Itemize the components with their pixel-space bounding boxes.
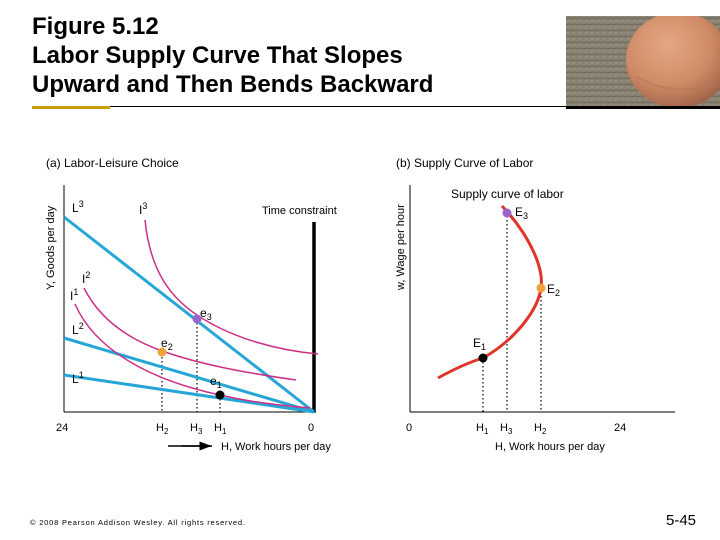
- panel-a-labor-leisure-choice: (a) Labor-Leisure Choice Y, Goods per da…: [45, 156, 337, 453]
- label-e1: e1: [210, 374, 222, 390]
- panel-b-title: (b) Supply Curve of Labor: [396, 156, 533, 170]
- point-big-e2: [536, 283, 546, 293]
- panel-a-tick-h2-sub: 2: [164, 427, 169, 436]
- panel-b-tick-h2: H2: [534, 422, 547, 436]
- panel-a-y-axis-label: Y, Goods per day: [45, 205, 57, 290]
- panel-a-tick-h3: H3: [190, 422, 203, 436]
- supply-curve-label: Supply curve of labor: [451, 187, 564, 201]
- figure-5-12: (a) Labor-Leisure Choice Y, Goods per da…: [45, 156, 675, 453]
- panel-b-y-axis-label: w, Wage per hour: [395, 204, 407, 291]
- title-underline: [110, 106, 570, 107]
- title-line-2: Labor Supply Curve That Slopes: [32, 42, 403, 69]
- labor-supply-curve: [437, 204, 543, 380]
- label-big-e1-sub: 1: [481, 342, 486, 352]
- panel-b-tick-h3: H3: [500, 422, 513, 436]
- label-big-e2-sub: 2: [555, 288, 560, 298]
- label-l3-sup: 3: [79, 199, 84, 209]
- panel-a-tick-0: 0: [308, 422, 314, 434]
- panel-a-tick-h1-sub: 1: [222, 427, 227, 436]
- decorative-stone-photo: [566, 16, 720, 109]
- panel-b-tick-h2-sub: 2: [542, 427, 547, 436]
- panel-a-x-axis-label: H, Work hours per day: [221, 441, 331, 453]
- indifference-curve-i1: [74, 303, 311, 409]
- panel-b-tick-h1: H1: [476, 422, 489, 436]
- point-big-e3: [502, 208, 512, 218]
- label-i3-sup: 3: [142, 201, 147, 211]
- label-i1-sup: 1: [73, 287, 78, 297]
- panel-a-title: (a) Labor-Leisure Choice: [46, 156, 179, 170]
- point-e3: [192, 314, 202, 324]
- label-e3-sub: 3: [207, 312, 212, 322]
- budget-line-l2: [63, 336, 315, 414]
- page-number: 5-45: [666, 512, 697, 529]
- budget-line-l1: [63, 373, 315, 414]
- panel-b-tick-h3-sub: 3: [508, 427, 513, 436]
- panel-b-x-axis-label: H, Work hours per day: [495, 441, 605, 453]
- label-i2: I2: [82, 270, 90, 286]
- label-big-e3-sub: 3: [523, 211, 528, 221]
- label-e1-sub: 1: [217, 380, 222, 390]
- point-e2: [157, 347, 167, 357]
- label-l1: L1: [72, 370, 84, 386]
- label-e2-sub: 2: [168, 342, 173, 352]
- label-e3: e3: [200, 306, 212, 322]
- label-e2: e2: [161, 336, 173, 352]
- panel-b-supply-curve-of-labor: (b) Supply Curve of Labor w, Wage per ho…: [395, 156, 675, 453]
- panel-a-tick-h3-sub: 3: [198, 427, 203, 436]
- label-big-e1: E1: [473, 336, 486, 352]
- panel-b-tick-0: 0: [406, 422, 412, 434]
- label-big-e2: E2: [547, 282, 560, 298]
- label-l2: L2: [72, 321, 84, 337]
- indifference-curve-i3: [144, 219, 319, 355]
- panel-a-tick-h2: H2: [156, 422, 169, 436]
- label-l3: L3: [72, 199, 84, 215]
- point-big-e1: [478, 353, 488, 363]
- title-line-3: Upward and Then Bends Backward: [32, 71, 434, 98]
- time-constraint-label: Time constraint: [262, 205, 337, 217]
- label-i2-sup: 2: [85, 270, 90, 280]
- point-e1: [215, 390, 225, 400]
- budget-line-l3: [63, 215, 315, 414]
- label-i1: I1: [70, 287, 78, 303]
- panel-a-tick-h1: H1: [214, 422, 227, 436]
- panel-b-tick-h1-sub: 1: [484, 427, 489, 436]
- indifference-curve-i2: [83, 287, 297, 381]
- label-big-e3: E3: [515, 205, 528, 221]
- label-l1-sup: 1: [79, 370, 84, 380]
- panel-a-tick-24: 24: [56, 422, 68, 434]
- slide-title: Figure 5.12 Labor Supply Curve That Slop…: [32, 12, 433, 99]
- label-i3: I3: [139, 201, 147, 217]
- label-l2-sup: 2: [79, 321, 84, 331]
- title-accent-rule: [32, 106, 110, 109]
- copyright-notice: © 2008 Pearson Addison Wesley. All right…: [30, 518, 246, 527]
- panel-b-tick-24: 24: [614, 422, 626, 434]
- title-line-1: Figure 5.12: [32, 13, 159, 40]
- stone-photo-image: [566, 16, 720, 106]
